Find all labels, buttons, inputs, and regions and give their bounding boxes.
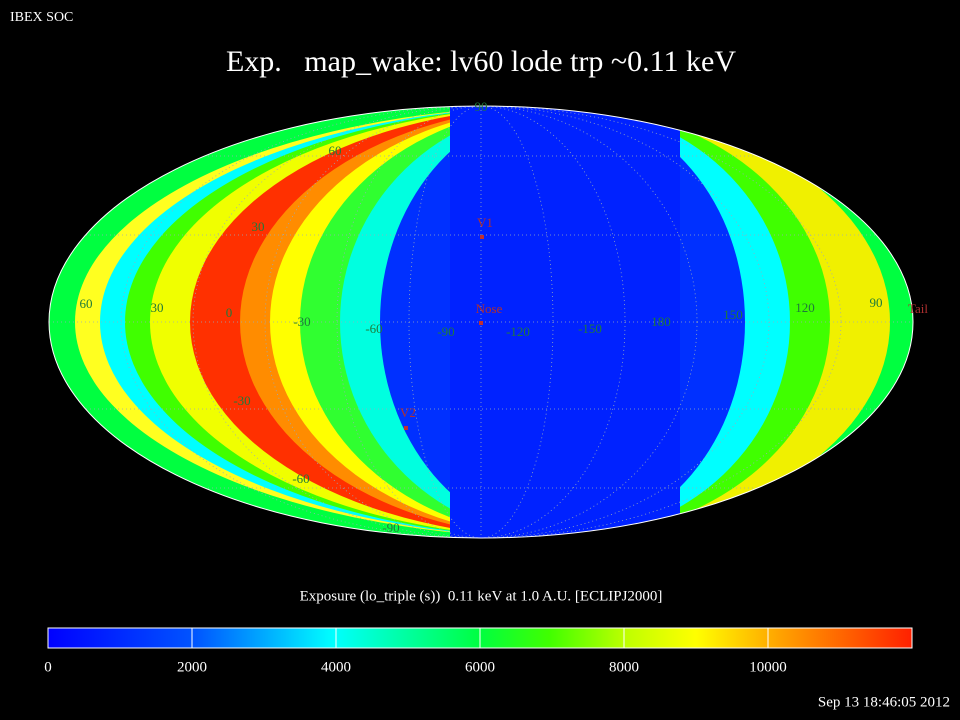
org-label: IBEX SOC [10,10,73,25]
marker-dot [479,321,483,325]
marker-label: V2 [400,405,416,420]
core-region [450,106,680,538]
grid-label: 60 [80,296,93,311]
marker-dot [404,426,408,430]
grid-label: 30 [252,219,265,234]
timestamp: Sep 13 18:46:05 2012 [818,694,950,710]
grid-label: -120 [506,324,530,339]
marker-label: Nose [476,301,503,316]
grid-label: 150 [723,307,743,322]
colorbar-tick-label: 4000 [321,659,351,675]
colorbar-tick-label: 6000 [465,659,495,675]
grid-label: -30 [233,393,250,408]
grid-label: 120 [795,300,815,315]
title: Exp. map_wake: lv60 lode trp ~0.11 keV [226,45,736,78]
grid-label: -90 [437,324,454,339]
grid-label: -30 [293,314,310,329]
colorbar-tick-label: 8000 [609,659,639,675]
grid-label: -150 [578,321,602,336]
grid-label: -60 [365,321,382,336]
colorbar-tick-label: 0 [44,659,52,675]
marker-label: Tail [908,301,928,316]
marker-label: V1 [477,215,493,230]
grid-label: 30 [151,300,164,315]
grid-label: 90 [475,99,488,114]
grid-label: -90 [382,520,399,535]
grid-label: 60 [329,143,342,158]
grid-label: 90 [870,295,883,310]
map-outline [48,105,914,539]
grid-label: -60 [292,471,309,486]
colorbar-tick-label: 10000 [749,659,787,675]
grid-label: 180 [651,314,671,329]
marker-dot [480,235,484,239]
colorbar-tick-label: 2000 [177,659,207,675]
sky-map [49,106,913,538]
colorbar-title: Exposure (lo_triple (s)) 0.11 keV at 1.0… [300,588,663,604]
colorbar-ticks: 0 2000 4000 6000 8000 10000 [44,628,787,675]
map-labels: 90 60 30 60 30 0 -30 -60 -90 -120 -150 180 150 120 90 -… [80,99,929,535]
grid-label: 0 [226,305,233,320]
